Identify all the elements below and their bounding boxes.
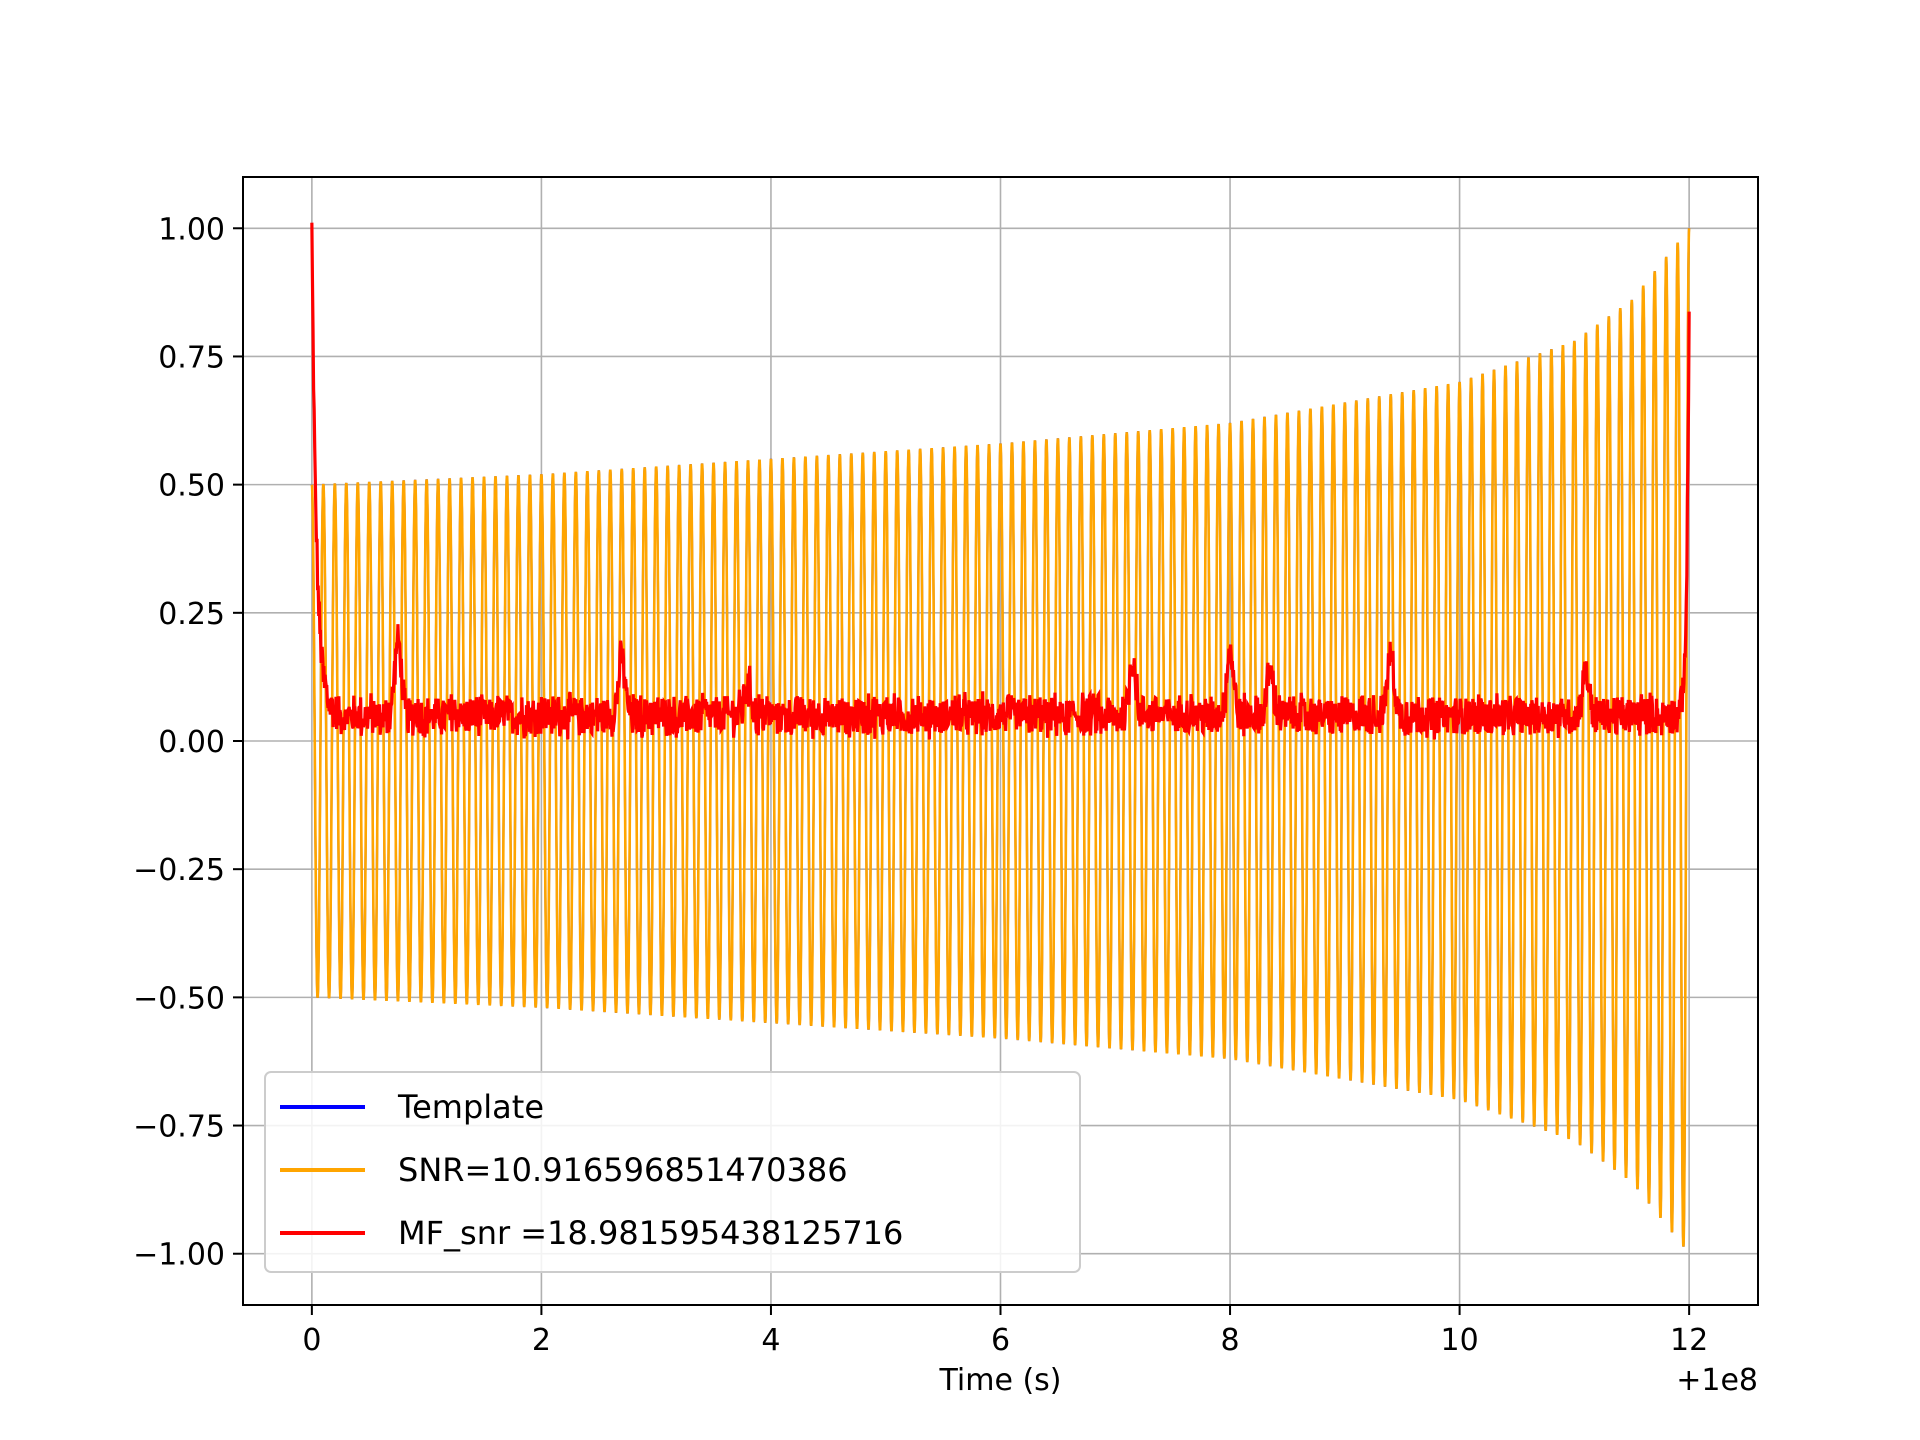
ticks: 0 2 4 6 8 10 12 1.00 0.75 0.50 0.25 0.00 −0.25 −0.50 −… [133,212,1708,1358]
x-tick-label: 8 [1220,1323,1239,1358]
x-tick-label: 4 [761,1323,780,1358]
x-tick-label: 12 [1670,1323,1708,1358]
legend-box [264,1071,1081,1273]
y-tick-label: 1.00 [158,212,225,247]
y-tick-label: 0.75 [158,340,225,375]
y-tick-label: −0.25 [133,853,225,888]
x-axis-label: Time (s) [939,1363,1062,1398]
y-tick-label: −0.50 [133,981,225,1016]
legend-label: Template [397,1088,544,1126]
x-tick-label: 2 [532,1323,551,1358]
series-layer [310,222,1691,1247]
legend-label: MF_snr =18.981595438125716 [398,1214,903,1252]
x-offset-label: +1e8 [1676,1363,1758,1398]
legend-label: SNR=10.916596851470386 [398,1151,848,1189]
y-tick-label: 0.50 [158,469,225,504]
series-snr-line [310,228,1691,1247]
y-tick-label: −0.75 [133,1110,225,1145]
x-tick-label: 6 [991,1323,1010,1358]
x-tick-label: 10 [1440,1323,1478,1358]
series-mf-snr-line [310,222,1691,740]
y-tick-label: −1.00 [133,1238,225,1273]
y-tick-label: 0.00 [158,725,225,760]
x-tick-label: 0 [302,1323,321,1358]
legend: Template SNR=10.916596851470386 MF_snr =18… [264,1071,1081,1273]
y-tick-label: 0.25 [158,597,225,632]
